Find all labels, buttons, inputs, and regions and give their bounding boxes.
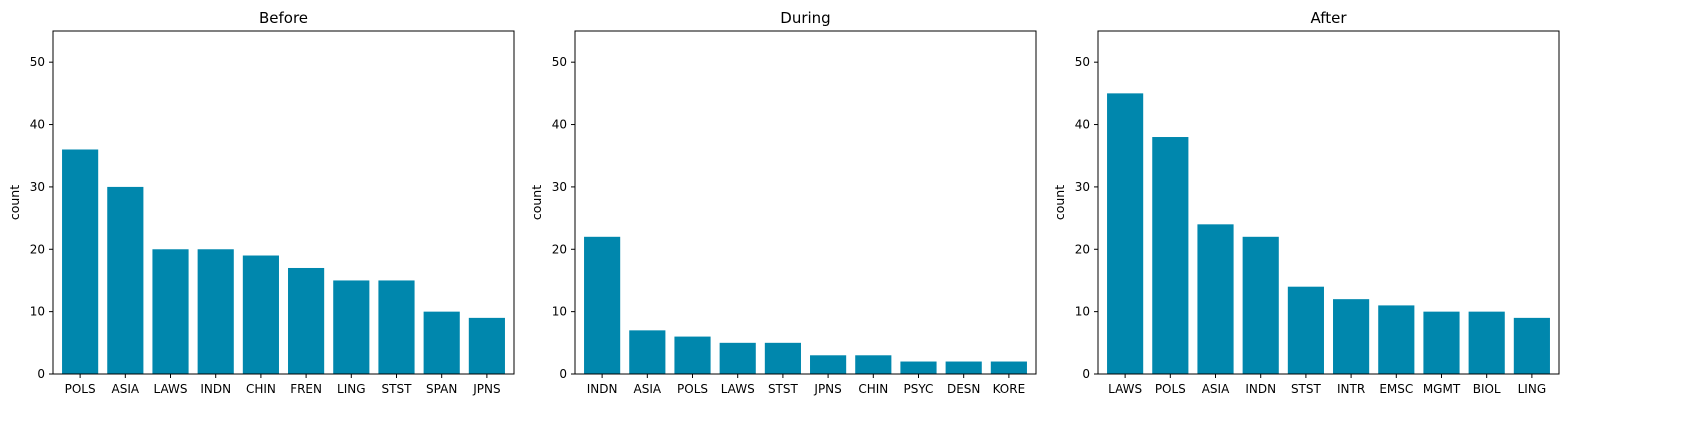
x-tick-label-asia: ASIA — [1202, 382, 1230, 396]
bar-pols — [674, 336, 711, 374]
bar-ling — [1513, 317, 1550, 374]
bar-jpns — [810, 355, 847, 374]
bar-laws — [719, 342, 756, 374]
x-tick-label-jpns: JPNS — [813, 382, 841, 396]
x-tick-label-mgmt: MGMT — [1423, 382, 1461, 396]
x-tick-label-indn: INDN — [1245, 382, 1276, 396]
x-tick-label-laws: LAWS — [721, 382, 755, 396]
y-tick-label: 50 — [552, 55, 567, 69]
y-axis-label: count — [529, 185, 544, 220]
bar-intr — [1333, 299, 1370, 374]
y-tick-label: 10 — [1075, 305, 1090, 319]
x-tick-label-chin: CHIN — [246, 382, 276, 396]
x-tick-label-laws: LAWS — [154, 382, 188, 396]
y-tick-label: 20 — [552, 242, 567, 256]
x-tick-label-asia: ASIA — [112, 382, 140, 396]
x-tick-label-indn: INDN — [200, 382, 231, 396]
chart-panel-2: 0 10 20 30 40 50 INDN ASIA POLS LAWS STST JPNS CHIN P… — [529, 9, 1037, 396]
y-tick-label: 30 — [1075, 180, 1090, 194]
bar-asia — [1197, 224, 1234, 374]
bar-pols — [1152, 137, 1189, 374]
plot-frame — [1097, 30, 1560, 375]
bar-jpns — [468, 317, 505, 374]
bar-emsc — [1378, 305, 1415, 374]
x-tick-label-stst: STST — [1291, 382, 1322, 396]
y-tick-label: 20 — [1075, 242, 1090, 256]
x-tick-label-laws: LAWS — [1108, 382, 1142, 396]
bar-psyc — [900, 361, 937, 374]
x-tick-label-chin: CHIN — [858, 382, 888, 396]
chart-title: Before — [259, 9, 308, 27]
x-tick-label-psyc: PSYC — [904, 382, 934, 396]
x-tick-label-stst: STST — [382, 382, 413, 396]
bar-asia — [629, 330, 666, 374]
bar-desn — [945, 361, 982, 374]
chart-title: After — [1310, 9, 1347, 27]
plot-frame — [574, 30, 1037, 375]
y-tick-label: 0 — [37, 367, 45, 381]
bar-stst — [1287, 286, 1324, 374]
y-tick-label: 50 — [1075, 55, 1090, 69]
bar-indn — [197, 249, 234, 374]
bar-fren — [288, 267, 325, 374]
y-tick-label: 0 — [559, 367, 567, 381]
bar-laws — [1107, 93, 1144, 375]
bar-ling — [333, 280, 370, 374]
y-axis-label: count — [1052, 185, 1067, 220]
x-tick-label-emsc: EMSC — [1379, 382, 1413, 396]
bar-pols — [62, 149, 99, 374]
x-tick-label-pols: POLS — [65, 382, 96, 396]
chart-title: During — [780, 9, 830, 27]
bar-indn — [1242, 236, 1279, 374]
bar-kore — [990, 361, 1027, 374]
y-tick-label: 30 — [552, 180, 567, 194]
x-tick-label-stst: STST — [768, 382, 799, 396]
x-tick-label-ling: LING — [1518, 382, 1547, 396]
y-tick-label: 50 — [30, 55, 45, 69]
x-tick-label-intr: INTR — [1337, 382, 1365, 396]
bar-chin — [242, 255, 279, 374]
y-tick-label: 10 — [30, 305, 45, 319]
x-tick-label-kore: KORE — [993, 382, 1026, 396]
y-tick-label: 40 — [552, 118, 567, 132]
y-tick-label: 10 — [552, 305, 567, 319]
x-tick-label-pols: POLS — [677, 382, 708, 396]
x-tick-label-indn: INDN — [587, 382, 618, 396]
chart-panel-1: 0 10 20 30 40 50 POLS ASIA LAWS INDN CHIN FREN LING S… — [7, 9, 515, 396]
x-tick-label-fren: FREN — [290, 382, 322, 396]
bar-laws — [152, 249, 189, 374]
y-tick-label: 0 — [1082, 367, 1090, 381]
x-tick-label-pols: POLS — [1155, 382, 1186, 396]
y-axis-label: count — [7, 185, 22, 220]
bar-mgmt — [1423, 311, 1460, 374]
bar-biol — [1468, 311, 1505, 374]
bar-stst — [378, 280, 415, 374]
y-tick-label: 20 — [30, 242, 45, 256]
bar-chin — [855, 355, 892, 374]
x-tick-label-asia: ASIA — [634, 382, 662, 396]
y-tick-label: 40 — [1075, 118, 1090, 132]
x-tick-label-span: SPAN — [426, 382, 457, 396]
x-tick-label-jpns: JPNS — [472, 382, 500, 396]
bar-stst — [764, 342, 801, 374]
y-tick-label: 40 — [30, 118, 45, 132]
x-tick-label-ling: LING — [337, 382, 366, 396]
plot-frame — [52, 30, 515, 375]
bar-indn — [584, 236, 621, 374]
bar-span — [423, 311, 460, 374]
x-tick-label-biol: BIOL — [1473, 382, 1501, 396]
bar-asia — [107, 186, 144, 374]
y-tick-label: 30 — [30, 180, 45, 194]
x-tick-label-desn: DESN — [947, 382, 980, 396]
chart-panel-3: 0 10 20 30 40 50 LAWS POLS ASIA INDN STST INTR EMSC M… — [1052, 9, 1560, 396]
